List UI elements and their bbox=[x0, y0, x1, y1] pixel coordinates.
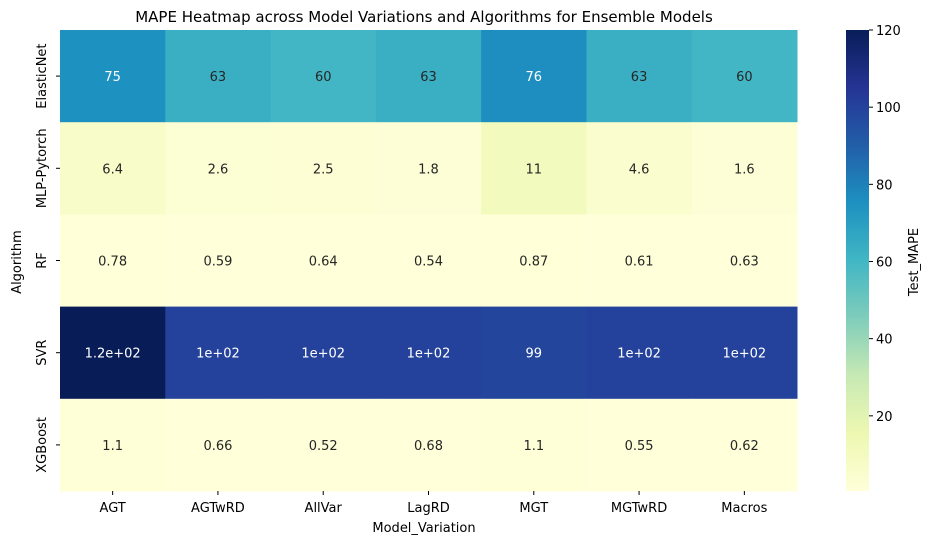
y-axis-label: Algorithm bbox=[10, 230, 25, 294]
cell-annotation: 99 bbox=[526, 347, 543, 362]
heatmap-cell bbox=[375, 398, 482, 492]
x-tick-label: MGT bbox=[519, 501, 548, 516]
heatmap-cell bbox=[270, 398, 377, 492]
cell-annotation: 0.68 bbox=[414, 439, 443, 454]
heatmap-cell bbox=[165, 306, 272, 400]
y-axis: ElasticNet MLP-Pytorch RF SVR XGBoost bbox=[35, 43, 60, 473]
cell-annotation: 1e+02 bbox=[722, 347, 766, 362]
heatmap-cell bbox=[481, 214, 587, 308]
x-tick-label: LagRD bbox=[407, 501, 450, 516]
cell-annotation: 1.6 bbox=[734, 162, 755, 177]
cell-annotation: 0.62 bbox=[730, 439, 759, 454]
x-tick-label: AGTwRD bbox=[191, 501, 245, 516]
cell-annotation: 0.61 bbox=[625, 255, 654, 270]
chart-title: MAPE Heatmap across Model Variations and… bbox=[135, 8, 713, 26]
colorbar: 20 40 60 80 100 120 bbox=[846, 24, 901, 491]
cell-annotation: 1.8 bbox=[418, 162, 439, 177]
heatmap-cell bbox=[165, 30, 272, 123]
cell-annotation: 1.1 bbox=[523, 439, 544, 454]
heatmap-cell bbox=[481, 122, 587, 215]
colorbar-tick-label: 120 bbox=[876, 24, 901, 39]
cell-annotation: 4.6 bbox=[629, 162, 650, 177]
cell-annotation: 11 bbox=[526, 162, 543, 177]
heatmap-cell bbox=[481, 306, 587, 400]
heatmap-cell bbox=[165, 398, 272, 492]
x-axis: AGT AGTwRD AllVar LagRD MGT MGTwRD Macros bbox=[100, 491, 768, 516]
cell-annotation: 63 bbox=[210, 70, 227, 85]
y-tick-label: ElasticNet bbox=[35, 43, 50, 108]
colorbar-tick-label: 40 bbox=[876, 333, 893, 348]
heatmap-cell bbox=[586, 122, 693, 215]
cell-annotation: 1e+02 bbox=[196, 347, 240, 362]
heatmap-cell bbox=[375, 214, 482, 308]
cell-annotation: 0.55 bbox=[625, 439, 654, 454]
heatmap-cell bbox=[270, 122, 377, 215]
heatmap-cell bbox=[165, 214, 272, 308]
y-tick-label: MLP-Pytorch bbox=[35, 128, 50, 208]
x-axis-label: Model_Variation bbox=[372, 521, 475, 536]
heatmap-cells: 75 63 60 63 76 63 60 6.4 2.6 2.5 1.8 11 4.6 1.6 0.78 0.… bbox=[60, 30, 798, 492]
heatmap-cell bbox=[270, 306, 377, 400]
cell-annotation: 63 bbox=[631, 70, 648, 85]
heatmap-cell bbox=[586, 398, 693, 492]
heatmap-cell bbox=[691, 122, 798, 215]
cell-annotation: 0.66 bbox=[203, 439, 232, 454]
cell-annotation: 1e+02 bbox=[407, 347, 451, 362]
heatmap-cell bbox=[691, 214, 798, 308]
heatmap-cell bbox=[375, 306, 482, 400]
heatmap-cell bbox=[691, 306, 798, 400]
heatmap-cell bbox=[165, 122, 272, 215]
y-tick-label: RF bbox=[35, 252, 50, 269]
cell-annotation: 0.54 bbox=[414, 255, 443, 270]
heatmap-cell bbox=[270, 30, 377, 123]
heatmap-cell bbox=[60, 398, 166, 492]
y-tick-label: SVR bbox=[35, 340, 50, 366]
heatmap-cell bbox=[375, 30, 482, 123]
cell-annotation: 1.1 bbox=[102, 439, 123, 454]
heatmap-cell bbox=[586, 214, 693, 308]
heatmap-cell bbox=[375, 122, 482, 215]
heatmap-cell bbox=[691, 398, 798, 492]
cell-annotation: 0.52 bbox=[309, 439, 338, 454]
heatmap-cell bbox=[60, 122, 166, 215]
cell-annotation: 0.87 bbox=[519, 255, 548, 270]
cell-annotation: 63 bbox=[420, 70, 437, 85]
heatmap-cell bbox=[691, 30, 798, 123]
heatmap-cell bbox=[60, 214, 166, 308]
x-tick-label: AGT bbox=[100, 501, 126, 516]
colorbar-tick-label: 60 bbox=[876, 256, 893, 271]
heatmap-cell bbox=[586, 306, 693, 400]
cell-annotation: 6.4 bbox=[102, 162, 123, 177]
x-tick-label: Macros bbox=[721, 501, 767, 516]
colorbar-gradient bbox=[846, 30, 869, 491]
colorbar-label: Test_MAPE bbox=[907, 228, 922, 297]
heatmap-cell bbox=[60, 30, 166, 123]
cell-annotation: 1e+02 bbox=[301, 347, 345, 362]
cell-annotation: 1e+02 bbox=[617, 347, 661, 362]
colorbar-tick-label: 80 bbox=[876, 178, 893, 193]
cell-annotation: 0.63 bbox=[730, 255, 759, 270]
cell-annotation: 0.78 bbox=[98, 255, 127, 270]
cell-annotation: 75 bbox=[104, 70, 121, 85]
heatmap-cell bbox=[586, 30, 693, 123]
heatmap-cell bbox=[481, 30, 587, 123]
cell-annotation: 2.5 bbox=[313, 162, 334, 177]
colorbar-tick-label: 100 bbox=[876, 101, 901, 116]
cell-annotation: 1.2e+02 bbox=[85, 347, 141, 362]
y-tick-label: XGBoost bbox=[35, 417, 50, 473]
cell-annotation: 0.59 bbox=[203, 255, 232, 270]
cell-annotation: 0.64 bbox=[309, 255, 338, 270]
heatmap-cell bbox=[270, 214, 377, 308]
cell-annotation: 76 bbox=[526, 70, 543, 85]
cell-annotation: 60 bbox=[736, 70, 753, 85]
heatmap-cell bbox=[60, 306, 166, 400]
colorbar-tick-label: 20 bbox=[876, 410, 893, 425]
x-tick-label: MGTwRD bbox=[611, 501, 667, 516]
heatmap-cell bbox=[481, 398, 587, 492]
x-tick-label: AllVar bbox=[305, 501, 343, 516]
cell-annotation: 2.6 bbox=[208, 162, 229, 177]
cell-annotation: 60 bbox=[315, 70, 332, 85]
